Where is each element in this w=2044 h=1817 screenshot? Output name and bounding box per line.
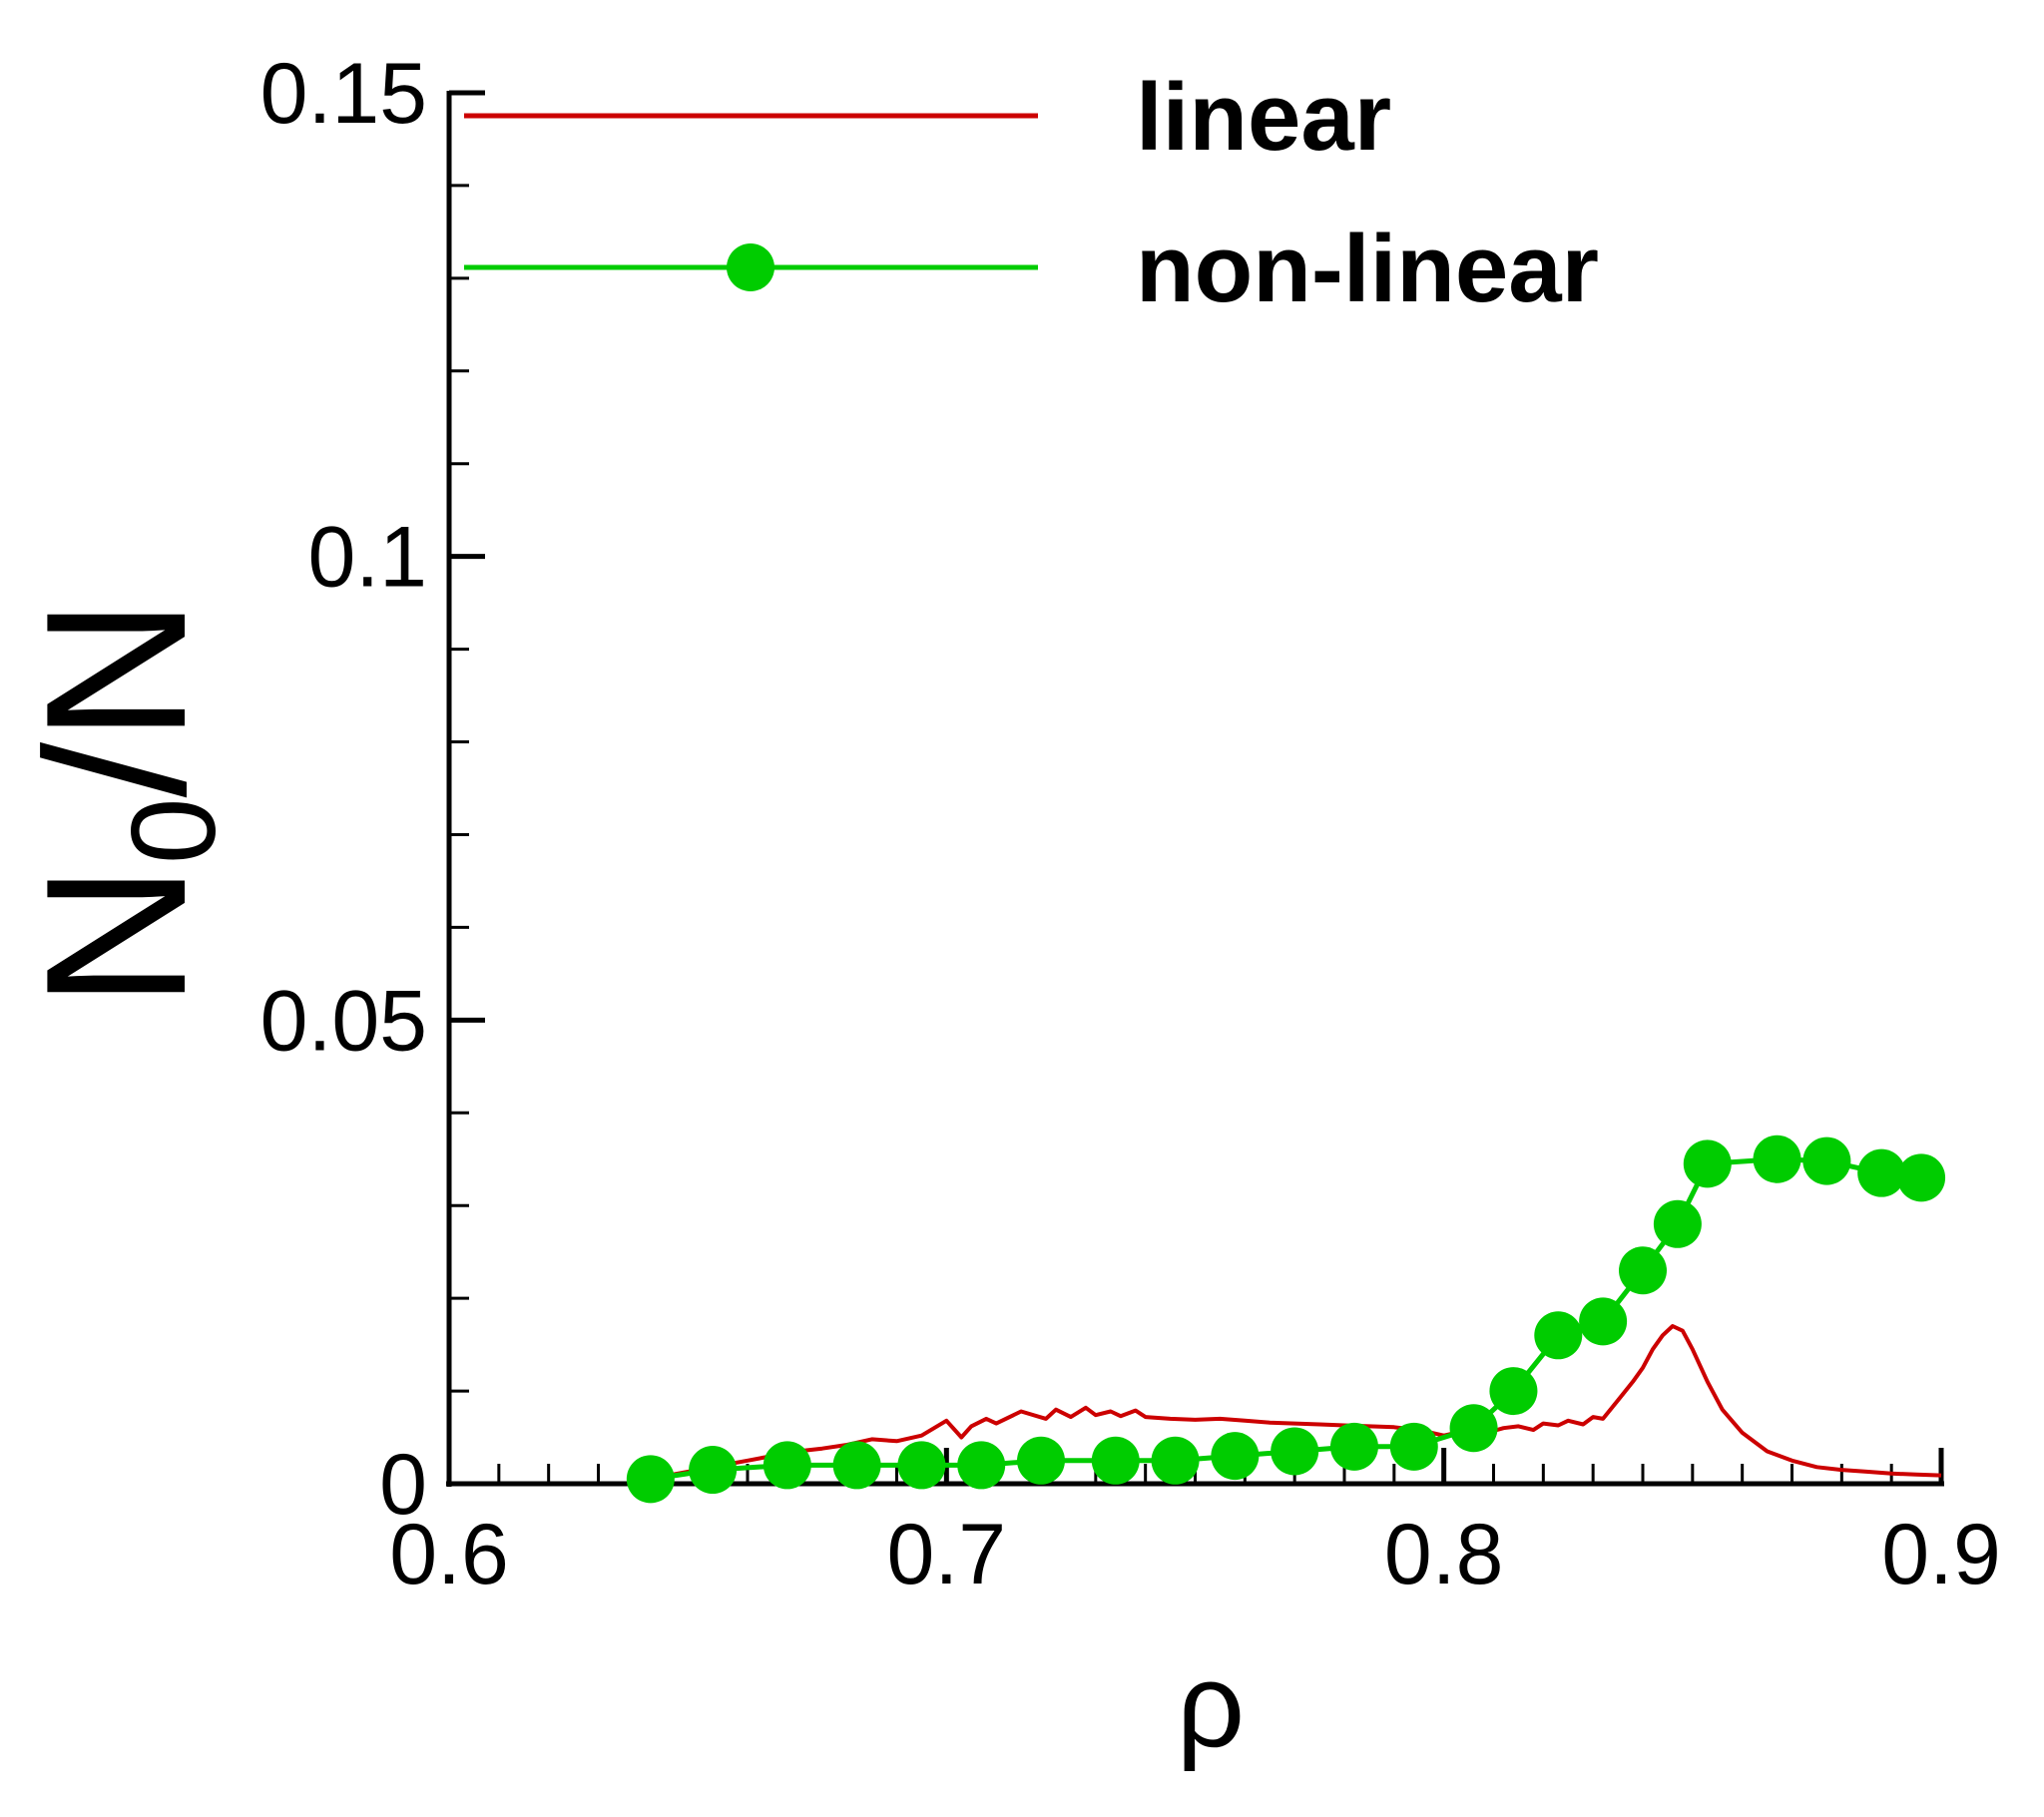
ticks: 0 0.05 0.1 0.15 0.6 0.7 0.8 0.9	[260, 46, 2001, 1602]
data-point-non-linear	[832, 1441, 881, 1490]
data-point-non-linear	[1329, 1422, 1378, 1471]
data-point-non-linear	[1683, 1139, 1732, 1188]
x-axis-title: ρ	[1177, 1638, 1245, 1772]
data-point-non-linear	[1151, 1436, 1200, 1485]
legend: linear non-linear	[464, 64, 1599, 322]
data-point-non-linear	[689, 1446, 738, 1495]
y-axis-title-suffix: /N	[5, 598, 228, 797]
data-point-non-linear	[897, 1441, 946, 1490]
data-point-non-linear	[1489, 1367, 1538, 1416]
y-tick-label: 0.15	[260, 46, 427, 142]
legend-label-linear: linear	[1136, 64, 1391, 171]
legend-label-non-linear: non-linear	[1136, 216, 1599, 322]
y-tick-label: 0.05	[260, 973, 427, 1069]
data-point-non-linear	[1619, 1246, 1667, 1295]
series-group	[626, 1135, 1946, 1504]
data-point-non-linear	[1534, 1311, 1583, 1360]
data-point-non-linear	[1389, 1422, 1438, 1471]
data-point-non-linear	[1017, 1436, 1066, 1485]
legend-marker-non-linear	[727, 243, 774, 291]
y-axis-title-subscript: 0	[107, 797, 241, 864]
data-point-non-linear	[957, 1441, 1006, 1490]
y-axis-title: N0/N	[5, 598, 241, 1008]
data-point-non-linear	[1802, 1136, 1851, 1185]
x-tick-label: 0.6	[389, 1507, 509, 1602]
data-point-non-linear	[1857, 1148, 1906, 1197]
data-point-non-linear	[1897, 1153, 1946, 1202]
data-point-non-linear	[1271, 1427, 1319, 1476]
x-tick-label: 0.9	[1881, 1507, 2001, 1602]
x-tick-label: 0.8	[1384, 1507, 1504, 1602]
data-point-non-linear	[1211, 1432, 1260, 1481]
data-point-non-linear	[1653, 1199, 1702, 1248]
data-point-non-linear	[1091, 1436, 1140, 1485]
y-tick-label: 0	[379, 1437, 427, 1533]
y-axis-title-main: N	[5, 864, 228, 1008]
y-tick-label: 0.1	[307, 510, 427, 606]
data-point-non-linear	[763, 1441, 811, 1490]
data-point-non-linear	[1753, 1135, 1801, 1183]
data-point-non-linear	[626, 1455, 675, 1504]
data-point-non-linear	[1579, 1297, 1628, 1346]
x-tick-label: 0.7	[887, 1507, 1007, 1602]
data-point-non-linear	[1449, 1404, 1498, 1453]
